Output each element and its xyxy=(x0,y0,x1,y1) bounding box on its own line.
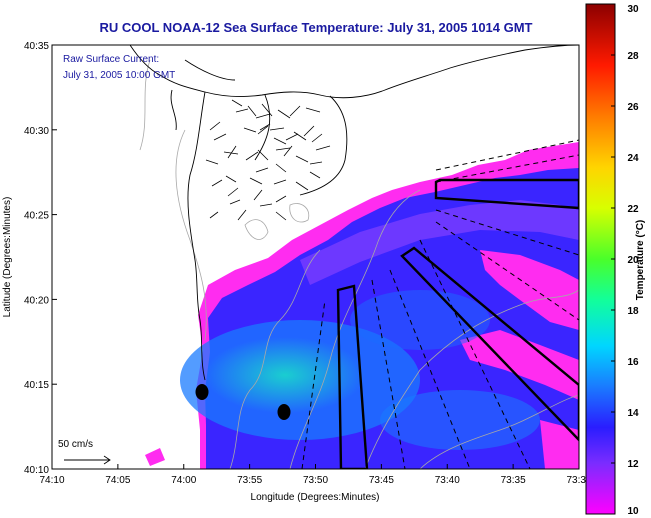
colorbar-tick-label: 24 xyxy=(627,153,639,164)
colorbar-tick-label: 20 xyxy=(627,255,639,266)
colorbar-tick-label: 28 xyxy=(627,51,639,62)
y-axis-label: Latitude (Degrees:Minutes) xyxy=(2,197,13,318)
transect-dashed-lines xyxy=(301,139,579,469)
x-tick-label: 73:35 xyxy=(501,475,526,486)
x-axis-ticks: 74:10 74:05 74:00 73:55 73:50 73:45 73:40 73:35… xyxy=(39,464,592,486)
y-tick-label: 40:30 xyxy=(24,126,49,137)
x-tick-label: 74:10 xyxy=(39,475,64,486)
colorbar-ticks: 30 28 26 24 22 20 18 16 14 12 10 xyxy=(611,3,639,517)
station-marker-1 xyxy=(195,384,209,400)
colorbar-tick-label: 12 xyxy=(627,459,639,470)
sampling-boxes xyxy=(336,178,579,469)
sst-field-blue-core-2 xyxy=(350,290,490,350)
sampling-box-south xyxy=(336,284,369,469)
current-note-line1: Raw Surface Current: xyxy=(63,54,159,65)
x-tick-label: 73:30 xyxy=(566,475,591,486)
coastline xyxy=(129,45,579,381)
y-tick-label: 40:10 xyxy=(24,465,49,476)
x-tick-label: 74:05 xyxy=(105,475,130,486)
sst-field-violet-band xyxy=(300,200,579,285)
sst-field-blue-core-3 xyxy=(380,390,540,450)
chart-title: RU COOL NOAA-12 Sea Surface Temperature:… xyxy=(99,20,532,35)
scale-label: 50 cm/s xyxy=(58,439,93,450)
colorbar-label: Temperature (°C) xyxy=(635,220,646,301)
y-tick-label: 40:35 xyxy=(24,41,49,52)
colorbar-gradient xyxy=(585,3,616,515)
map-plot-area: 50 cm/s Raw Surface Current: July 31, 20… xyxy=(52,45,579,469)
y-tick-label: 40:20 xyxy=(24,295,49,306)
x-tick-label: 73:55 xyxy=(237,475,262,486)
y-tick-label: 40:25 xyxy=(24,211,49,222)
sst-field-small-patch xyxy=(145,448,165,466)
current-note-line2: July 31, 2005 10:00 GMT xyxy=(63,70,175,81)
x-axis-label: Longitude (Degrees:Minutes) xyxy=(251,492,380,503)
colorbar-tick-label: 18 xyxy=(627,306,639,317)
sst-field-cyan-core xyxy=(205,337,365,413)
x-tick-label: 73:50 xyxy=(303,475,328,486)
sst-field-magenta-patch-3 xyxy=(540,420,579,469)
colorbar: 30 28 26 24 22 20 18 16 14 12 10 Temperature (°C) xyxy=(585,3,646,517)
x-tick-label: 73:40 xyxy=(435,475,460,486)
y-tick-label: 40:15 xyxy=(24,380,49,391)
sampling-box-east xyxy=(400,246,579,442)
colorbar-tick-label: 30 xyxy=(627,4,639,15)
colorbar-tick-label: 14 xyxy=(627,408,639,419)
x-tick-label: 73:45 xyxy=(369,475,394,486)
y-axis-ticks: 40:35 40:30 40:25 40:20 40:15 40:10 xyxy=(24,41,57,476)
colorbar-tick-label: 16 xyxy=(627,357,639,368)
colorbar-tick-label: 10 xyxy=(627,506,639,517)
sst-field-magenta-intrusion xyxy=(480,250,579,330)
sampling-box-north xyxy=(434,178,579,210)
station-marker-2 xyxy=(277,404,291,420)
colorbar-tick-label: 26 xyxy=(627,102,639,113)
x-tick-label: 74:00 xyxy=(171,475,196,486)
surface-current-vectors xyxy=(205,99,331,221)
colorbar-tick-label: 22 xyxy=(627,204,639,215)
current-scale-arrow xyxy=(64,455,111,465)
